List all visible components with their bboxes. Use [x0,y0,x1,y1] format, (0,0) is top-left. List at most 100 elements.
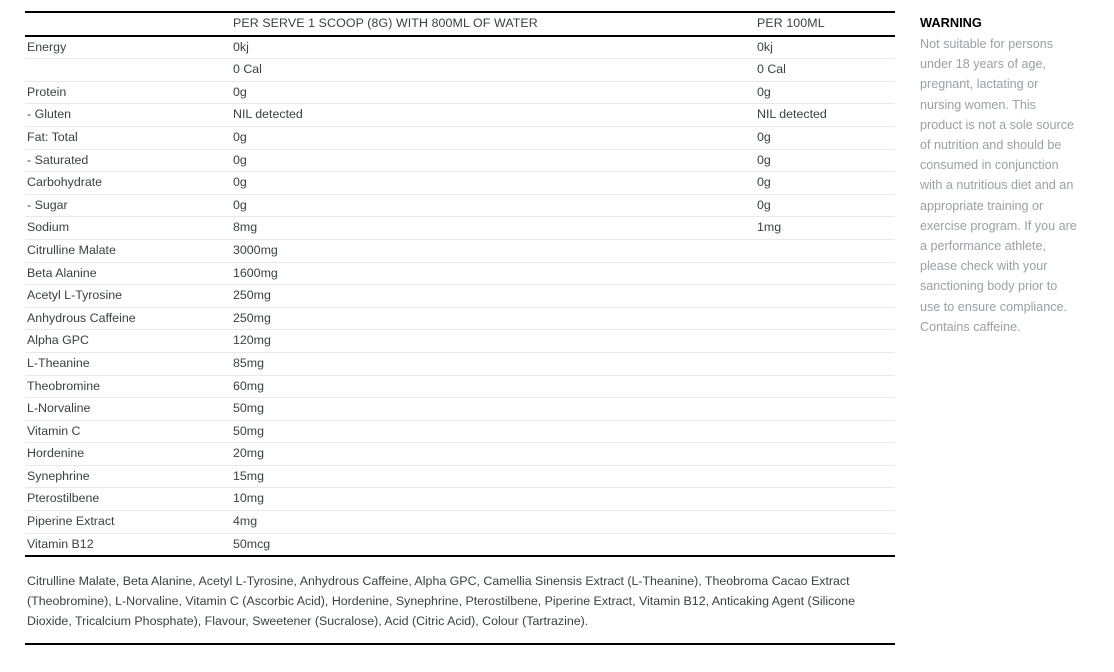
panel-top-rule [25,11,895,13]
cell-nutrient-name: Piperine Extract [25,510,233,534]
cell-per-100ml [757,510,895,534]
cell-per-100ml: 0g [757,171,895,195]
column-header-per-serve: PER SERVE 1 SCOOP (8G) WITH 800ML OF WAT… [233,13,757,37]
cell-per-serve: 0 Cal [233,58,757,82]
cell-per-100ml [757,262,895,286]
cell-nutrient-name: Protein [25,81,233,105]
cell-per-100ml [757,465,895,489]
table-row: Vitamin C 50mg [25,420,895,444]
cell-nutrient-name: Citrulline Malate [25,239,233,263]
cell-nutrient-name: - Saturated [25,149,233,173]
warning-body: Not suitable for persons under 18 years … [920,37,1077,334]
cell-per-100ml [757,442,895,466]
cell-per-serve: 60mg [233,375,757,399]
table-head: PER SERVE 1 SCOOP (8G) WITH 800ML OF WAT… [25,13,895,37]
cell-per-serve: NIL detected [233,103,757,127]
cell-nutrient-name: L-Theanine [25,352,233,376]
cell-per-100ml [757,329,895,353]
cell-per-100ml [757,352,895,376]
cell-per-serve: 15mg [233,465,757,489]
cell-nutrient-name: L-Norvaline [25,397,233,421]
cell-per-serve: 50mg [233,397,757,421]
table-row: Synephrine 15mg [25,465,895,489]
cell-nutrient-name: Sodium [25,216,233,240]
table-row: Energy 0kj 0kj [25,35,895,60]
cell-per-100ml: 0g [757,194,895,218]
table-row: Fat: Total 0g 0g [25,126,895,150]
table-header-row: PER SERVE 1 SCOOP (8G) WITH 800ML OF WAT… [25,13,895,37]
nutrition-information-table: PER SERVE 1 SCOOP (8G) WITH 800ML OF WAT… [25,13,895,558]
cell-per-100ml: 0g [757,149,895,173]
cell-per-100ml: 0g [757,81,895,105]
cell-per-serve: 250mg [233,284,757,308]
table-row: Citrulline Malate 3000mg [25,239,895,263]
cell-nutrient-name: Vitamin C [25,420,233,444]
cell-per-serve: 50mcg [233,533,757,558]
table-row: Alpha GPC 120mg [25,329,895,353]
table-row: Piperine Extract 4mg [25,510,895,534]
table-row: L-Norvaline 50mg [25,397,895,421]
cell-per-100ml: 0 Cal [757,58,895,82]
cell-nutrient-name: Energy [25,35,233,60]
cell-per-serve: 0g [233,149,757,173]
cell-per-serve: 3000mg [233,239,757,263]
nutrition-panel: PER SERVE 1 SCOOP (8G) WITH 800ML OF WAT… [25,11,895,646]
cell-nutrient-name: Hordenine [25,442,233,466]
cell-nutrient-name: Anhydrous Caffeine [25,307,233,331]
cell-per-100ml: 0g [757,126,895,150]
cell-per-serve: 250mg [233,307,757,331]
ingredients-paragraph: Citrulline Malate, Beta Alanine, Acetyl … [27,574,856,629]
cell-per-serve: 0g [233,81,757,105]
table-row: Beta Alanine 1600mg [25,262,895,286]
table-row: Protein 0g 0g [25,81,895,105]
table-row: Theobromine 60mg [25,375,895,399]
cell-per-serve: 0kj [233,35,757,60]
table-row: - Saturated 0g 0g [25,149,895,173]
cell-per-100ml [757,239,895,263]
panel-bottom-rule [25,643,895,646]
column-header-nutrient [25,13,233,37]
cell-nutrient-name: Vitamin B12 [25,533,233,558]
table-row: Pterostilbene 10mg [25,487,895,512]
cell-per-100ml [757,420,895,444]
cell-nutrient-name [25,58,233,82]
cell-per-serve: 20mg [233,442,757,466]
cell-nutrient-name: Synephrine [25,465,233,489]
cell-per-100ml [757,397,895,421]
table-row: 0 Cal 0 Cal [25,58,895,82]
cell-per-serve: 8mg [233,216,757,240]
table-body: Energy 0kj 0kj 0 Cal 0 Cal Protein 0g 0g - Glute… [25,35,895,558]
warning-title: WARNING [920,15,982,30]
cell-per-serve: 85mg [233,352,757,376]
cell-per-serve: 10mg [233,487,757,512]
cell-nutrient-name: Carbohydrate [25,171,233,195]
cell-per-100ml [757,284,895,308]
cell-nutrient-name: Alpha GPC [25,329,233,353]
cell-per-serve: 0g [233,126,757,150]
table-row: L-Theanine 85mg [25,352,895,376]
table-row: Hordenine 20mg [25,442,895,466]
table-row: Sodium 8mg 1mg [25,216,895,240]
cell-nutrient-name: Fat: Total [25,126,233,150]
column-header-per-100ml: PER 100ML [757,13,895,37]
table-row: Carbohydrate 0g 0g [25,171,895,195]
cell-per-100ml: 0kj [757,35,895,60]
table-row: Vitamin B12 50mcg [25,533,895,558]
cell-per-serve: 50mg [233,420,757,444]
table-row: - Sugar 0g 0g [25,194,895,218]
table-row: - Gluten NIL detected NIL detected [25,103,895,127]
warning-sidebar: WARNING Not suitable for persons under 1… [920,13,1080,337]
cell-per-100ml [757,375,895,399]
cell-per-serve: 1600mg [233,262,757,286]
cell-nutrient-name: Pterostilbene [25,487,233,512]
cell-nutrient-name: - Sugar [25,194,233,218]
table-row: Anhydrous Caffeine 250mg [25,307,895,331]
cell-per-serve: 0g [233,171,757,195]
cell-nutrient-name: - Gluten [25,103,233,127]
cell-nutrient-name: Acetyl L-Tyrosine [25,284,233,308]
cell-per-100ml [757,533,895,558]
cell-per-100ml [757,487,895,512]
cell-per-serve: 120mg [233,329,757,353]
cell-per-100ml: NIL detected [757,103,895,127]
